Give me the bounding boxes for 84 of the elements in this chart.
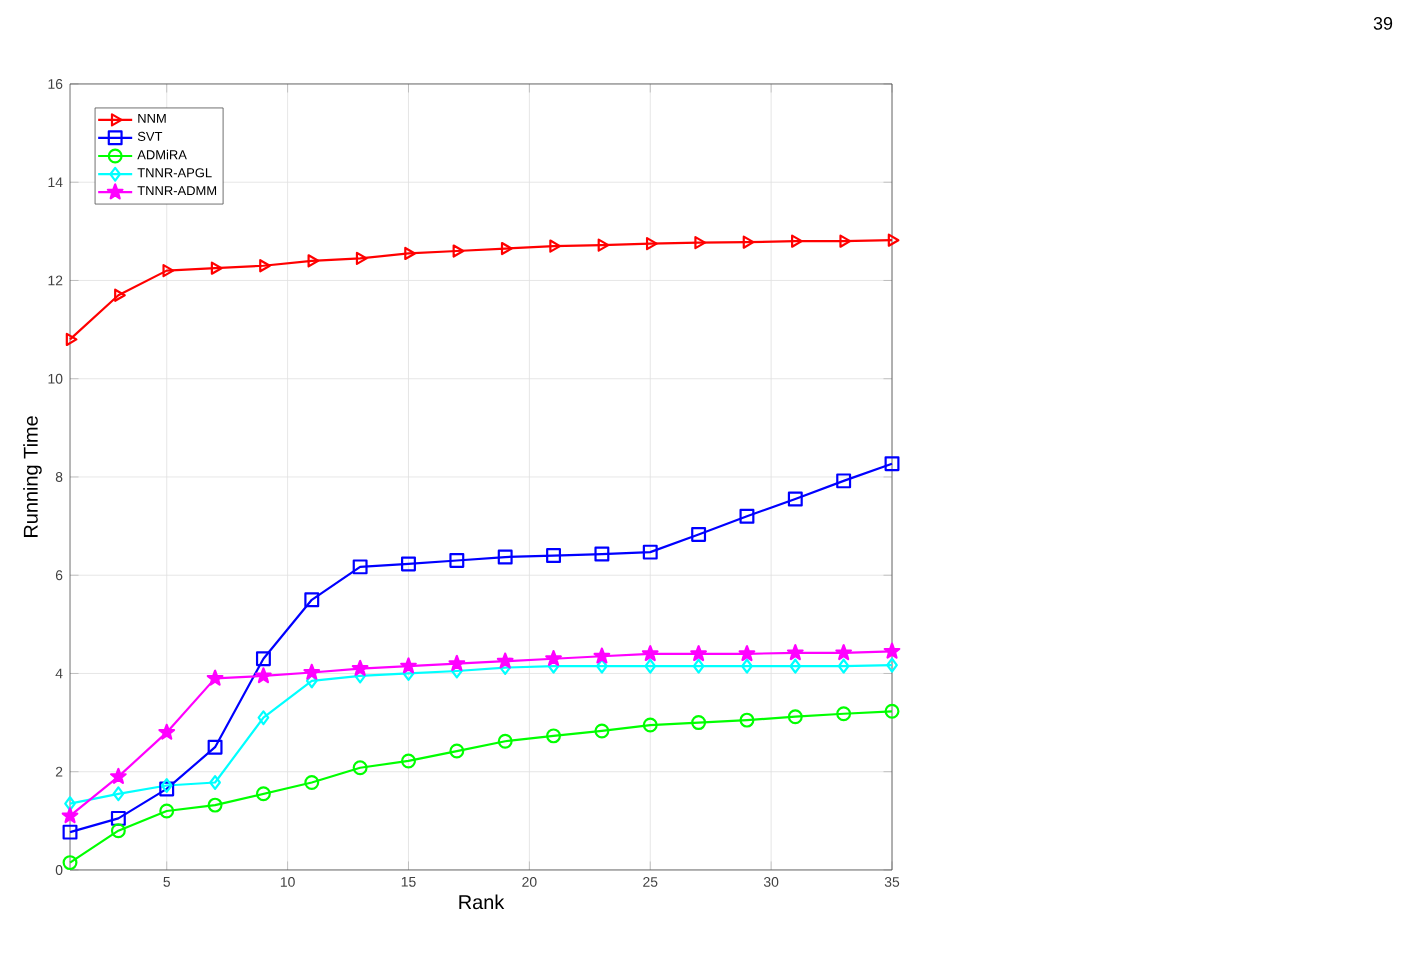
- point: [500, 241, 513, 256]
- point: [259, 259, 271, 273]
- y-axis-title: Running Time: [23, 416, 42, 537]
- point: [546, 548, 562, 564]
- point: [690, 645, 707, 662]
- point: [545, 649, 562, 667]
- point: [691, 715, 707, 731]
- point: [549, 239, 562, 253]
- point: [162, 264, 175, 278]
- point: [449, 743, 465, 759]
- point: [742, 235, 755, 249]
- point: [304, 775, 320, 790]
- point: [114, 288, 126, 302]
- point: [739, 712, 755, 728]
- point: [496, 652, 514, 669]
- point: [884, 703, 900, 719]
- point: [594, 546, 610, 562]
- point: [497, 733, 513, 749]
- point: [449, 553, 465, 568]
- point: [352, 760, 368, 776]
- point: [694, 236, 707, 250]
- point: [836, 473, 852, 489]
- point: [791, 234, 803, 248]
- point: [497, 549, 513, 565]
- point: [886, 657, 898, 673]
- point: [404, 246, 416, 261]
- point: [257, 710, 270, 726]
- point: [836, 706, 852, 722]
- point: [738, 645, 756, 662]
- point: [307, 254, 320, 268]
- point: [787, 709, 803, 725]
- point: [110, 823, 126, 839]
- point: [303, 663, 321, 680]
- point: [883, 642, 901, 659]
- point: [207, 739, 223, 755]
- point: [112, 786, 125, 802]
- point: [835, 644, 853, 661]
- point: [691, 526, 707, 542]
- point: [641, 645, 659, 662]
- point: [352, 559, 368, 575]
- point: [255, 651, 271, 667]
- point: [62, 855, 78, 871]
- point: [401, 556, 416, 572]
- point: [837, 658, 850, 674]
- point: [255, 786, 271, 802]
- point: [645, 237, 658, 251]
- point: [207, 797, 223, 813]
- point: [158, 723, 176, 740]
- point: [61, 807, 79, 824]
- point: [839, 234, 852, 248]
- point: [546, 728, 562, 744]
- text: 39: [1373, 17, 1393, 30]
- point: [448, 654, 466, 671]
- point: [741, 658, 753, 674]
- point: [642, 717, 658, 733]
- point: [400, 657, 417, 674]
- point: [786, 644, 804, 661]
- point: [594, 723, 610, 739]
- point: [210, 261, 223, 275]
- point: [304, 592, 320, 608]
- point: [452, 244, 465, 258]
- point: [789, 658, 802, 674]
- point: [887, 233, 900, 247]
- point: [593, 647, 611, 664]
- point: [401, 753, 416, 769]
- point: [884, 456, 900, 472]
- x-axis-title: Rank: [459, 894, 505, 910]
- point: [692, 658, 705, 674]
- point: [255, 667, 272, 684]
- point: [787, 491, 803, 507]
- point: [644, 658, 657, 674]
- point: [64, 796, 76, 812]
- point: [209, 775, 221, 790]
- point: [597, 238, 610, 252]
- point: [642, 544, 658, 560]
- point: [110, 810, 126, 826]
- point: [351, 659, 369, 676]
- point: [739, 508, 755, 524]
- point: [159, 803, 175, 819]
- point: [355, 251, 368, 265]
- point: [206, 669, 224, 686]
- point: [110, 767, 127, 784]
- point: [62, 824, 78, 840]
- point: [65, 332, 78, 347]
